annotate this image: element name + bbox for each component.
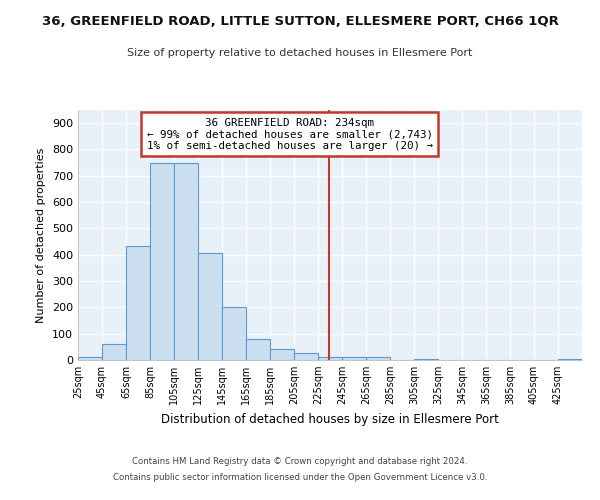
Bar xyxy=(102,344,126,360)
Bar xyxy=(198,254,222,360)
Bar xyxy=(294,354,318,360)
Text: 36 GREENFIELD ROAD: 234sqm
← 99% of detached houses are smaller (2,743)
1% of se: 36 GREENFIELD ROAD: 234sqm ← 99% of deta… xyxy=(146,118,433,150)
Y-axis label: Number of detached properties: Number of detached properties xyxy=(37,148,46,322)
Bar xyxy=(150,162,174,360)
Bar xyxy=(270,350,294,360)
Bar xyxy=(318,358,342,360)
Bar xyxy=(78,358,102,360)
Bar xyxy=(366,358,390,360)
Text: Size of property relative to detached houses in Ellesmere Port: Size of property relative to detached ho… xyxy=(127,48,473,58)
Bar xyxy=(246,339,270,360)
Bar xyxy=(342,358,366,360)
Text: Contains public sector information licensed under the Open Government Licence v3: Contains public sector information licen… xyxy=(113,472,487,482)
Bar xyxy=(414,358,438,360)
Bar xyxy=(222,308,246,360)
Bar xyxy=(558,358,582,360)
Text: 36, GREENFIELD ROAD, LITTLE SUTTON, ELLESMERE PORT, CH66 1QR: 36, GREENFIELD ROAD, LITTLE SUTTON, ELLE… xyxy=(41,15,559,28)
Text: Contains HM Land Registry data © Crown copyright and database right 2024.: Contains HM Land Registry data © Crown c… xyxy=(132,458,468,466)
Bar xyxy=(126,246,150,360)
Bar xyxy=(174,162,198,360)
X-axis label: Distribution of detached houses by size in Ellesmere Port: Distribution of detached houses by size … xyxy=(161,412,499,426)
